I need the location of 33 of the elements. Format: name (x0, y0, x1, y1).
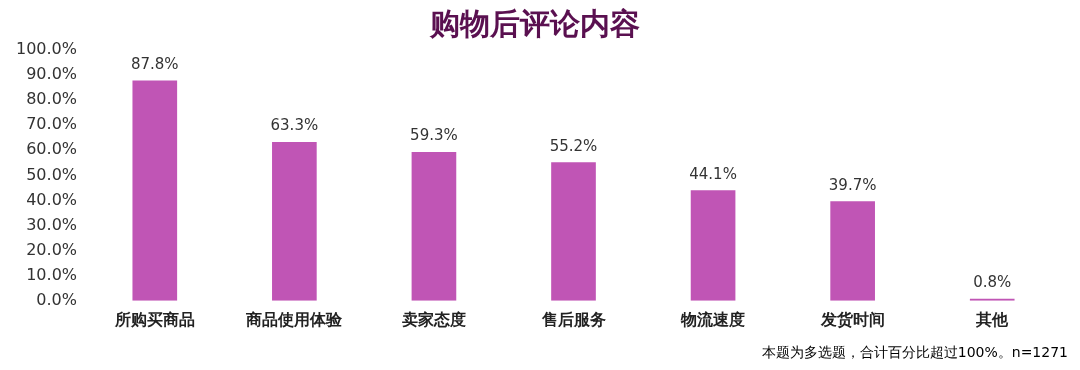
text: 本题为多选题，合计百分比超过100%。n=1271 (761, 343, 1068, 360)
y-tick-label: 10.0% (26, 264, 78, 284)
data-label: 39.7% (828, 175, 877, 194)
x-tick-label: 物流速度 (680, 309, 746, 329)
data-label: 59.3% (410, 126, 458, 145)
x-tick-label: 卖家态度 (401, 309, 466, 329)
bar (551, 162, 596, 301)
y-tick-label: 20.0% (26, 239, 78, 259)
chart-title: 购物后评论内容 (429, 5, 640, 41)
y-tick-label: 70.0% (26, 114, 78, 134)
data-label: 55.2% (549, 136, 598, 155)
y-tick-label: 100.0% (15, 39, 78, 59)
y-tick-label: 60.0% (26, 139, 78, 159)
data-label: 44.1% (689, 164, 737, 183)
x-tick-label: 所购买商品 (113, 309, 195, 329)
y-tick-label: 50.0% (26, 164, 78, 184)
bar (411, 152, 457, 301)
data-label: 87.8% (130, 54, 179, 73)
x-tick-label: 商品使用体验 (245, 309, 344, 329)
data-label: 63.3% (270, 116, 319, 135)
y-tick-label: 30.0% (26, 214, 78, 234)
x-tick-label: 售后服务 (540, 309, 606, 329)
bar (132, 80, 178, 301)
x-tick-label: 发货时间 (819, 309, 885, 329)
y-tick-label: 80.0% (26, 89, 78, 109)
data-label: 0.8% (973, 273, 1012, 292)
bar (272, 142, 317, 301)
bar (690, 190, 736, 301)
y-tick-label: 40.0% (26, 189, 78, 209)
x-tick-label: 其他 (975, 309, 1010, 329)
bar (830, 201, 875, 301)
y-tick-label: 0.0% (36, 289, 78, 309)
y-tick-label: 90.0% (26, 64, 78, 84)
